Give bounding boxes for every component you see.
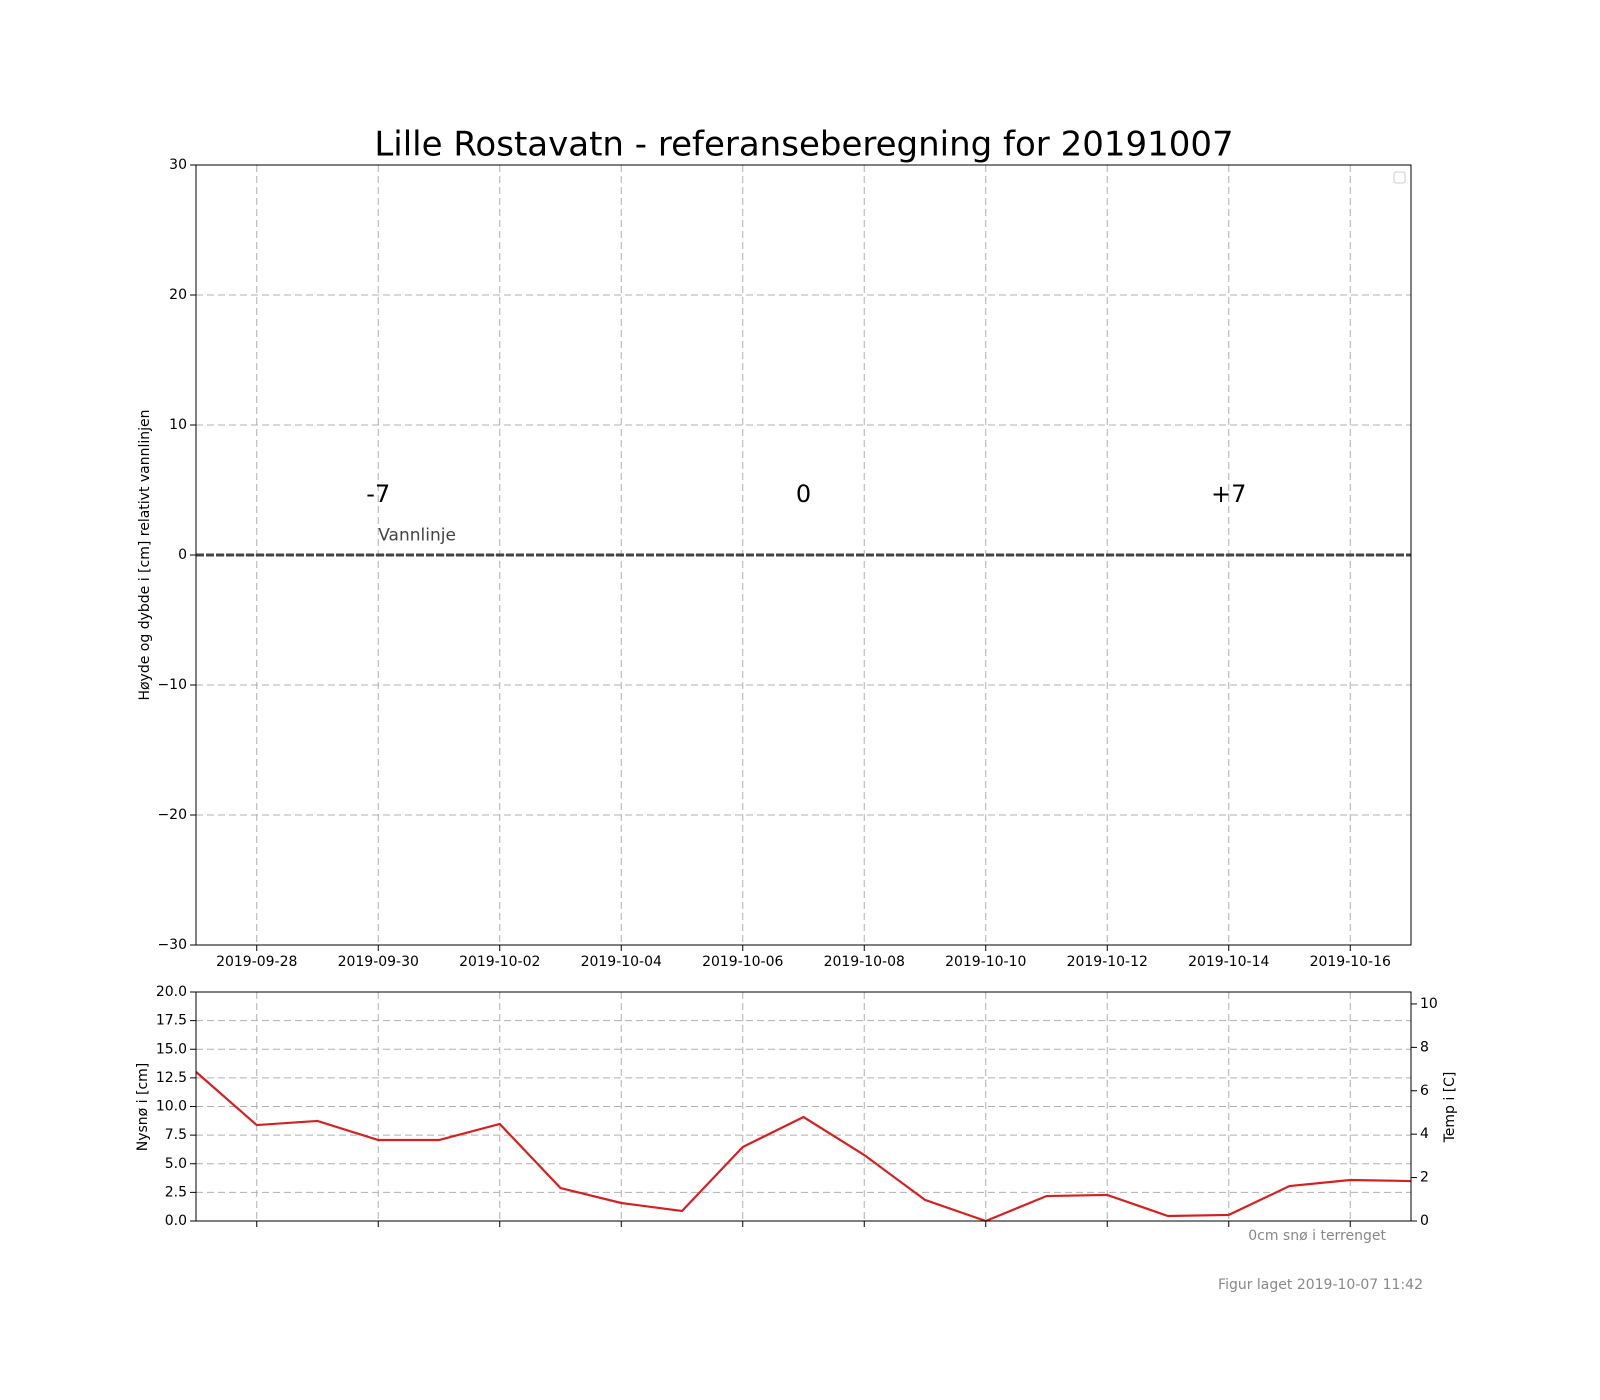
y2-tick-label: 8 <box>1420 1039 1429 1055</box>
x-tick-label: 2019-09-30 <box>338 954 419 970</box>
annotation: -7 <box>366 480 390 508</box>
y2-tick-label: 10 <box>1420 996 1438 1012</box>
y-tick-label: −30 <box>157 937 187 953</box>
x-tick-label: 2019-10-14 <box>1188 954 1269 970</box>
y-tick-label: 15.0 <box>156 1041 187 1057</box>
y-tick-label: 17.5 <box>156 1013 187 1029</box>
y-tick-label: 20 <box>169 287 187 303</box>
y-tick-label: 12.5 <box>156 1070 187 1086</box>
y2-tick-label: 4 <box>1420 1126 1429 1142</box>
y-axis-label: Høyde og dybde i [cm] relativt vannlinje… <box>137 409 153 700</box>
y2-tick-label: 2 <box>1420 1170 1429 1186</box>
y-axis-label: Nysnø i [cm] <box>135 1063 151 1152</box>
chart-title: Lille Rostavatn - referanseberegning for… <box>374 125 1233 165</box>
x-tick-label: 2019-10-10 <box>945 954 1026 970</box>
annotation: +7 <box>1211 480 1246 508</box>
y-tick-label: 0.0 <box>165 1213 187 1229</box>
y-tick-label: 7.5 <box>165 1127 187 1143</box>
y-tick-label: 10 <box>169 417 187 433</box>
note: 0cm snø i terrenget <box>1248 1228 1386 1244</box>
y-tick-label: 0 <box>178 547 187 563</box>
y-tick-label: 20.0 <box>156 984 187 1000</box>
y-tick-label: 5.0 <box>165 1156 187 1172</box>
x-tick-label: 2019-09-28 <box>216 954 297 970</box>
water-line-label: Vannlinje <box>378 526 456 546</box>
plot-frame <box>195 164 1412 946</box>
x-tick-label: 2019-10-02 <box>459 954 540 970</box>
y-tick-label: 2.5 <box>165 1184 187 1200</box>
x-tick-label: 2019-10-08 <box>824 954 905 970</box>
x-tick-label: 2019-10-04 <box>581 954 662 970</box>
x-tick-label: 2019-10-06 <box>702 954 783 970</box>
y-tick-label: −10 <box>157 677 187 693</box>
x-tick-label: 2019-10-16 <box>1310 954 1391 970</box>
x-tick-label: 2019-10-12 <box>1067 954 1148 970</box>
plot-frame <box>195 991 1412 1222</box>
legend-box <box>1393 171 1406 184</box>
y2-tick-label: 6 <box>1420 1083 1429 1099</box>
y2-tick-label: 0 <box>1420 1213 1429 1229</box>
y-tick-label: 30 <box>169 157 187 173</box>
annotation: 0 <box>796 480 811 508</box>
y-tick-label: −20 <box>157 807 187 823</box>
footer: Figur laget 2019-10-07 11:42 <box>1218 1277 1423 1293</box>
y2-axis-label: Temp i [C] <box>1442 1072 1458 1144</box>
data-line <box>195 1071 1412 1223</box>
y-tick-label: 10.0 <box>156 1099 187 1115</box>
